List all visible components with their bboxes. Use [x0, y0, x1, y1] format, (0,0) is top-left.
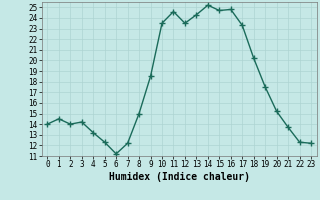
X-axis label: Humidex (Indice chaleur): Humidex (Indice chaleur)	[109, 172, 250, 182]
